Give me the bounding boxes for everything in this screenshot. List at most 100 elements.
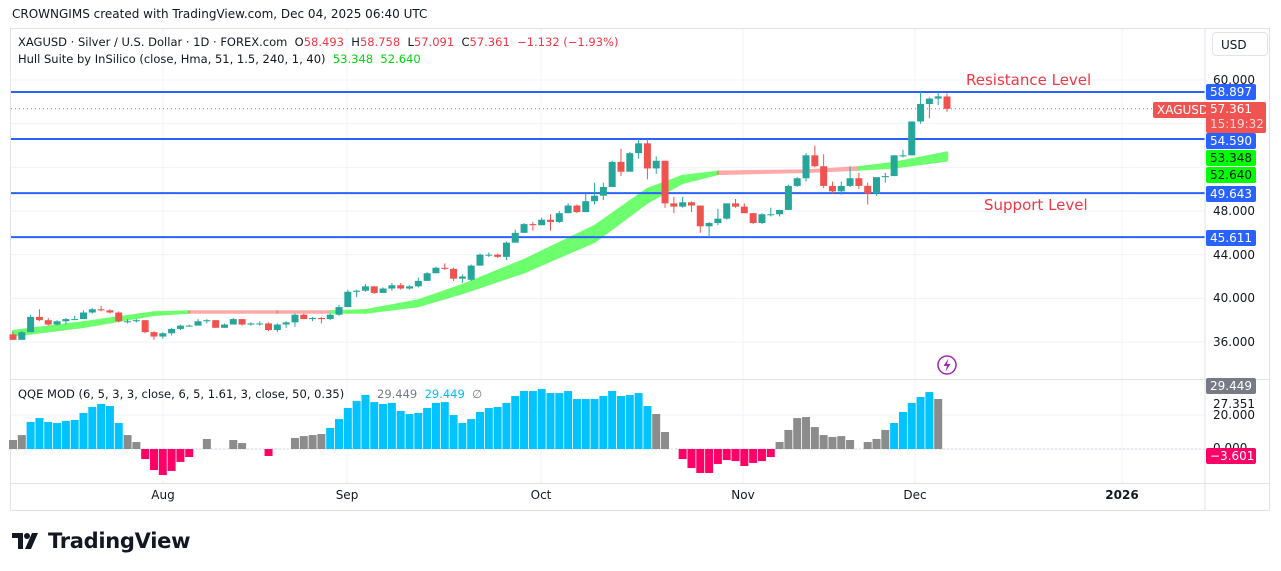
hull-band-segment xyxy=(522,225,596,274)
qqe-bar xyxy=(476,411,484,449)
resistance-level-label: Resistance Level xyxy=(966,71,1092,89)
close-value: 57.361 xyxy=(469,35,510,49)
chart-frame xyxy=(10,28,1270,511)
candle-body xyxy=(934,96,942,99)
qqe-bar xyxy=(546,393,555,449)
qqe-bar xyxy=(713,449,722,464)
candle-body xyxy=(124,321,132,323)
candle-body xyxy=(335,307,343,315)
candle-body xyxy=(458,276,466,279)
candle-body xyxy=(176,325,184,329)
candle-body xyxy=(97,309,105,311)
candle-body xyxy=(943,96,951,109)
qqe-bar xyxy=(379,403,388,449)
qqe-bar xyxy=(890,422,899,449)
candle-body xyxy=(62,319,70,322)
qqe-bar xyxy=(88,407,97,449)
qqe-bar xyxy=(326,427,335,449)
qqe-bar xyxy=(757,449,766,462)
candle-body xyxy=(758,214,766,224)
hull-legend[interactable]: Hull Suite by InSilico (close, Hma, 51, … xyxy=(18,52,421,66)
time-tick: Oct xyxy=(530,488,552,502)
candle-body xyxy=(555,213,563,222)
price-tick: 36.000 xyxy=(1213,335,1255,349)
candle-body xyxy=(370,286,378,293)
qqe-bar xyxy=(114,422,123,449)
bar-countdown: 15:19:32 xyxy=(1210,117,1264,131)
candle-body xyxy=(828,185,836,192)
hull-band-segment xyxy=(152,310,191,316)
qqe-bar xyxy=(634,393,643,449)
qqe-tick: 20.000 xyxy=(1213,408,1255,422)
candle-body xyxy=(899,155,907,157)
qqe-bar xyxy=(678,449,687,460)
tradingview-logo[interactable]: TradingView xyxy=(12,529,190,553)
qqe-bar xyxy=(802,417,811,449)
qqe-bar xyxy=(132,442,141,449)
candle-body xyxy=(132,320,140,322)
qqe-bar xyxy=(872,438,881,449)
qqe-value-2: 29.449 xyxy=(424,387,465,401)
candle-body xyxy=(767,214,775,216)
candle-body xyxy=(582,201,590,213)
candle-body xyxy=(546,219,554,222)
qqe-tag-red: −3.601 xyxy=(1206,448,1256,464)
candle-body xyxy=(18,332,26,340)
hull-band-segment xyxy=(681,170,720,184)
candle-body xyxy=(723,203,731,219)
qqe-bar xyxy=(766,449,775,457)
qqe-bar xyxy=(819,435,828,449)
qqe-bar xyxy=(625,394,634,449)
qqe-bar xyxy=(61,420,70,449)
open-value: 58.493 xyxy=(303,35,344,49)
lightning-icon[interactable] xyxy=(937,355,957,375)
qqe-bar xyxy=(784,429,793,449)
qqe-bar xyxy=(537,388,546,449)
qqe-bar xyxy=(740,449,749,466)
candle-body xyxy=(79,312,87,320)
candle-body xyxy=(749,213,757,224)
qqe-title: QQE MOD (6, 5, 3, 3, close, 6, 5, 1.61, … xyxy=(18,387,345,401)
candle-body xyxy=(229,319,237,325)
candle-body xyxy=(855,178,863,186)
candle-body xyxy=(740,206,748,214)
currency-button[interactable]: USD xyxy=(1212,32,1268,56)
time-tick: Aug xyxy=(151,488,175,502)
qqe-bar xyxy=(837,436,846,449)
candle-body xyxy=(247,323,255,325)
qqe-bar xyxy=(898,411,907,449)
candle-body xyxy=(591,195,599,202)
qqe-value-1: 29.449 xyxy=(377,387,418,401)
candle-body xyxy=(27,316,35,333)
qqe-bar xyxy=(449,415,458,449)
hull-value-2: 52.640 xyxy=(380,52,421,66)
candle-body xyxy=(635,143,643,154)
high-label: H xyxy=(351,35,360,49)
candle-body xyxy=(71,319,79,321)
candle-body xyxy=(670,203,678,207)
qqe-values: 29.449 29.449 ∅ xyxy=(377,387,482,401)
candle-body xyxy=(265,323,273,330)
symbol-legend[interactable]: XAGUSD · Silver / U.S. Dollar · 1D · FOR… xyxy=(18,35,618,49)
qqe-bar xyxy=(202,438,211,449)
candle-body xyxy=(661,160,669,204)
candle-body xyxy=(203,320,211,322)
candle-body xyxy=(159,333,167,337)
qqe-bar xyxy=(308,435,317,449)
candle-body xyxy=(925,98,933,105)
candle-body xyxy=(273,324,281,330)
candle-body xyxy=(168,328,176,334)
qqe-bar xyxy=(35,418,44,449)
qqe-bar xyxy=(176,449,185,462)
candle-body xyxy=(361,286,369,291)
candle-body xyxy=(282,322,290,325)
qqe-bar xyxy=(396,410,405,449)
time-tick: Dec xyxy=(903,488,927,502)
qqe-bar xyxy=(387,402,396,449)
candle-body xyxy=(406,286,414,289)
qqe-legend[interactable]: QQE MOD (6, 5, 3, 3, close, 6, 5, 1.61, … xyxy=(18,387,344,401)
hull-band-segment xyxy=(417,283,464,308)
candle-body xyxy=(890,155,898,177)
qqe-bar xyxy=(696,449,705,473)
